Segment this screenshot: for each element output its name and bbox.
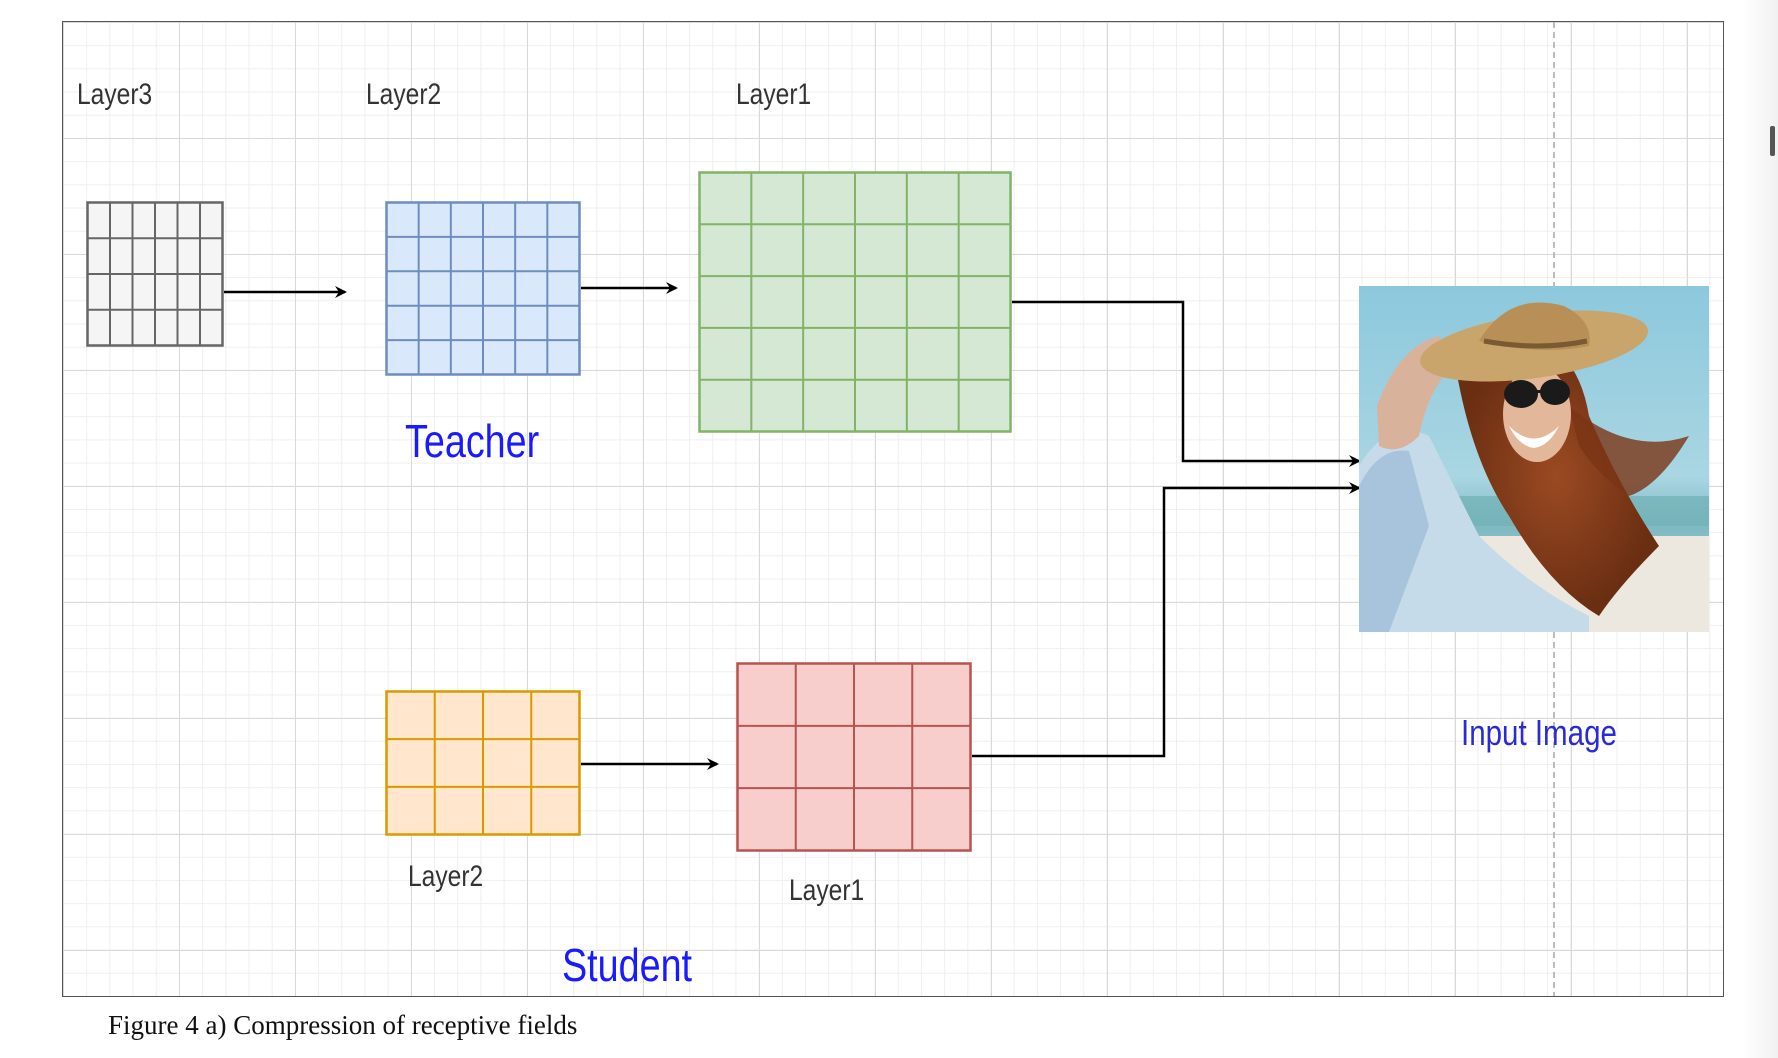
teacher-layer3-grid <box>86 201 224 347</box>
student-group-label: Student <box>562 939 693 991</box>
woman-in-sun-hat-photo-icon <box>1359 286 1709 632</box>
input-image <box>1359 286 1709 632</box>
input-image-label: Input Image <box>1461 712 1617 753</box>
figure-caption: Figure 4 a) Compression of receptive fie… <box>108 1010 578 1040</box>
connector-layer <box>224 282 1361 770</box>
arrow-s1-to-input <box>972 482 1361 758</box>
teacher-layer2-label: Layer2 <box>366 78 442 111</box>
teacher-group-label: Teacher <box>405 415 540 467</box>
teacher-layer1-grid <box>698 171 1012 433</box>
diagram-canvas: Layer3 Layer2 Layer1 Teacher Layer2 Laye… <box>62 21 1724 997</box>
teacher-layer2-grid <box>385 201 581 376</box>
teacher-layer1-label: Layer1 <box>736 78 812 111</box>
teacher-layer3-label: Layer3 <box>77 78 153 111</box>
page-gutter <box>1742 0 1778 1058</box>
student-layer1-grid <box>736 662 972 852</box>
arrow-t1-to-input <box>1012 300 1361 467</box>
scrollbar-thumb[interactable] <box>1770 126 1775 156</box>
student-layer1-label: Layer1 <box>789 874 865 907</box>
student-layer2-label: Layer2 <box>408 860 484 893</box>
student-layer2-grid <box>385 690 581 836</box>
